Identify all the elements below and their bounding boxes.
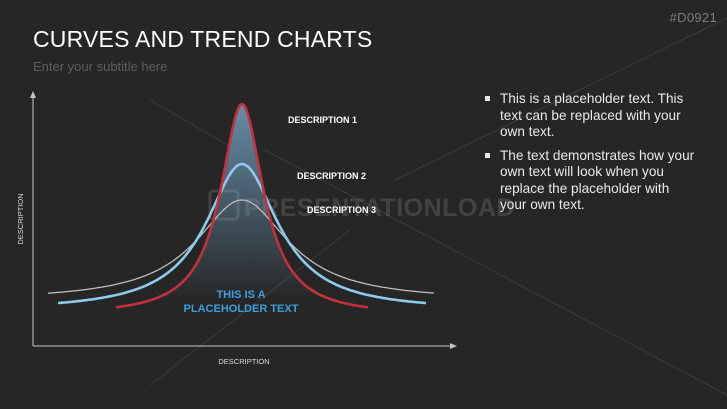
background-line <box>149 229 351 386</box>
curve-label-2: DESCRIPTION 2 <box>297 171 366 181</box>
curve-label-3: DESCRIPTION 3 <box>307 205 376 215</box>
bullet-list: This is a placeholder text. This text ca… <box>484 91 699 221</box>
center-text-line-2: PLACEHOLDER TEXT <box>184 303 299 315</box>
page-subtitle: Enter your subtitle here <box>33 59 168 74</box>
bullet-item: This is a placeholder text. This text ca… <box>484 91 699 141</box>
bullet-icon <box>485 96 490 101</box>
page-title: CURVES AND TREND CHARTS <box>33 26 373 52</box>
curve-2 <box>57 162 427 305</box>
bullet-text: The text demonstrates how your own text … <box>500 147 695 213</box>
background-line <box>394 17 727 181</box>
center-text-line-1: THIS IS A <box>216 289 265 301</box>
background-line <box>264 149 727 396</box>
curve-label-1: DESCRIPTION 1 <box>288 115 357 125</box>
curve-1 <box>115 102 369 309</box>
slide-code: #D0921 <box>669 10 717 25</box>
bullet-item: The text demonstrates how your own text … <box>484 148 699 214</box>
watermark-text: PRESENTATIONLOAD <box>244 194 515 222</box>
x-axis-label: DESCRIPTION <box>218 357 269 366</box>
curve-fill <box>150 104 334 301</box>
y-axis-label: DESCRIPTION <box>16 193 25 244</box>
bullet-icon <box>485 152 490 158</box>
curve-3 <box>47 199 435 294</box>
bullet-text: This is a placeholder text. This text ca… <box>500 91 684 139</box>
background-lines <box>149 17 727 396</box>
